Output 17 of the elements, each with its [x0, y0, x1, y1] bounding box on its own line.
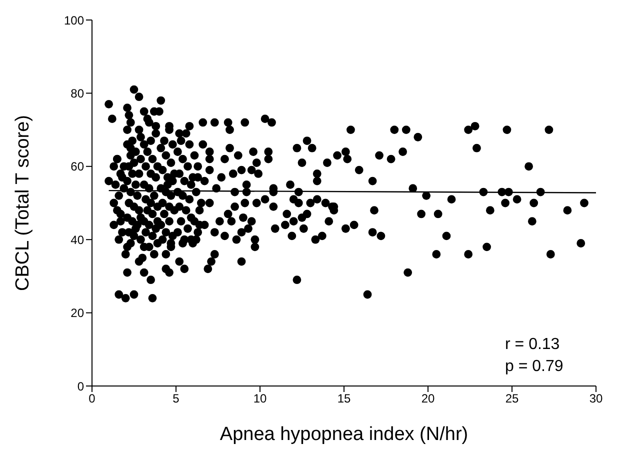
y-axis-title: CBCL (Total T score) — [12, 115, 34, 291]
annotation: r = 0.13 — [505, 335, 561, 355]
y-tick-label: 0 — [77, 379, 84, 394]
x-axis-title: Apnea hypopnea index (N/hr) — [220, 424, 468, 445]
y-tick-label: 20 — [70, 306, 84, 320]
x-tick-label: 15 — [337, 392, 351, 406]
x-tick-label: 20 — [421, 392, 435, 406]
y-tick-label: 100 — [64, 13, 84, 28]
x-tick-label: 10 — [253, 392, 267, 406]
x-tick-label: 0 — [88, 392, 96, 406]
annotation: p = 0.79 — [505, 357, 564, 377]
y-tick-label: 40 — [70, 232, 84, 247]
y-tick-label: 80 — [70, 86, 84, 100]
y-tick-label: 60 — [70, 160, 84, 174]
x-tick-label: 25 — [505, 392, 519, 406]
x-tick-label: 5 — [172, 392, 180, 406]
x-tick-label: 30 — [589, 392, 603, 406]
